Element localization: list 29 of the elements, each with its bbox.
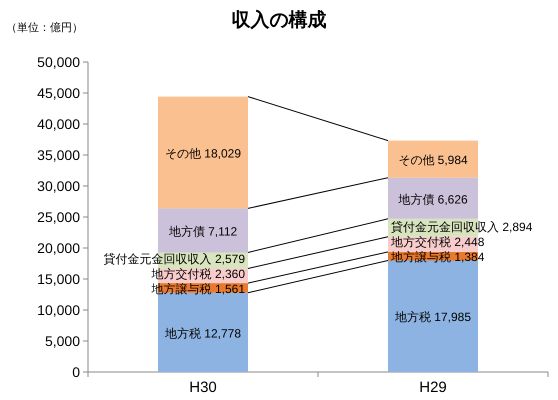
bar: [158, 96, 248, 208]
text: 地方交付税 2,448: [391, 235, 484, 250]
text: その他 18,029: [164, 146, 242, 160]
text: その他 5,984: [398, 153, 468, 168]
text: 地方債 7,112: [168, 224, 238, 238]
text: 貸付金元金回収収入 2,579: [104, 252, 245, 266]
y-tick-label: 15,000: [37, 271, 80, 287]
x-tick-label: H30: [189, 379, 217, 396]
y-tick-label: 0: [72, 364, 80, 380]
y-tick-label: 30,000: [37, 178, 80, 194]
bar: [388, 140, 478, 178]
text: 地方税 17,985: [394, 310, 472, 324]
y-tick-label: 50,000: [37, 54, 80, 70]
y-tick-label: 40,000: [37, 116, 80, 132]
chart-title: 収入の構成: [232, 9, 326, 31]
y-tick-label: 20,000: [37, 240, 80, 256]
y-tick-label: 25,000: [37, 209, 80, 225]
x-tick-label: H29: [419, 379, 447, 396]
text: 地方債 6,626: [398, 192, 468, 206]
y-tick-label: 10,000: [37, 302, 80, 318]
y-tick-label: 45,000: [37, 85, 80, 101]
y-tick-label: 5,000: [44, 333, 80, 349]
text: 貸付金元金回収収入 2,894: [391, 220, 532, 234]
text: 地方交付税 2,360: [152, 266, 245, 281]
bar: [158, 208, 248, 252]
text: 地方税 12,778: [164, 326, 242, 340]
y-tick-label: 35,000: [37, 147, 80, 163]
bar: [388, 178, 478, 219]
text: （単位：億円）: [6, 21, 83, 34]
